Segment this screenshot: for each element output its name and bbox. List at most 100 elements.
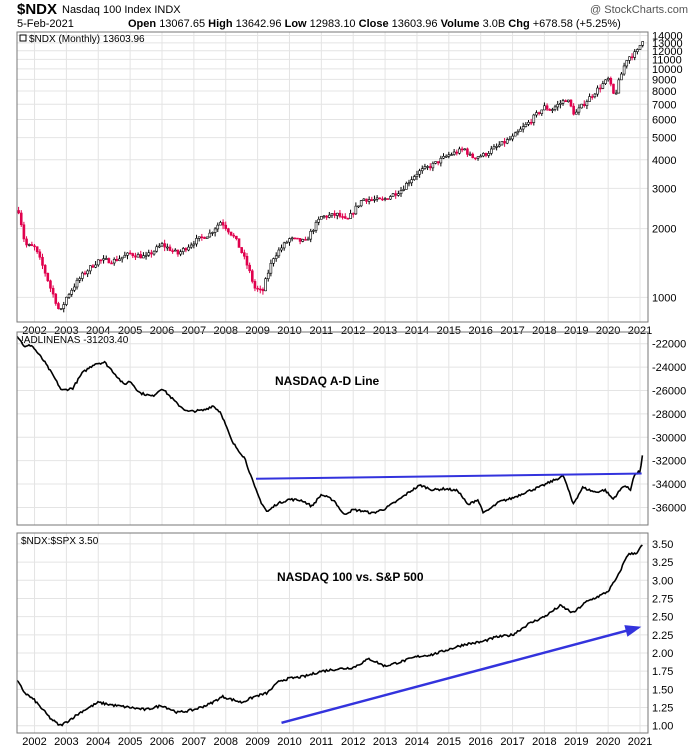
candle-body <box>192 243 196 246</box>
candle-body <box>466 148 469 155</box>
candle-body <box>314 221 318 231</box>
candle-body <box>420 168 424 172</box>
candle-body <box>70 289 74 295</box>
candle-body <box>168 246 172 251</box>
candle-body <box>519 128 522 132</box>
y-tick-label: 8000 <box>652 86 676 98</box>
x-tick-label: 2009 <box>245 736 269 748</box>
x-tick-label: 2004 <box>86 736 110 748</box>
candle-body <box>378 197 382 200</box>
x-tick-label: 2007 <box>182 736 206 748</box>
quote-date: 5-Feb-2021 <box>17 18 74 30</box>
candle-body <box>126 252 129 256</box>
candle-body <box>362 198 366 201</box>
candle-body <box>450 154 453 156</box>
candle-body <box>88 265 92 272</box>
candle-body <box>285 241 289 244</box>
candle-body <box>359 200 363 207</box>
x-tick-label: 2004 <box>86 325 110 337</box>
candle-body <box>118 258 121 261</box>
x-tick-label: 2010 <box>277 325 301 337</box>
y-tick-label: 3000 <box>652 183 676 195</box>
y-tick-label: -24000 <box>652 362 686 374</box>
candle-body <box>189 244 193 248</box>
y-tick-label: -26000 <box>652 385 686 397</box>
panel-title-adline: NASDAQ A-D Line <box>275 374 380 388</box>
candle-body <box>301 239 305 242</box>
candle-body <box>482 153 485 157</box>
candle-body <box>235 235 238 239</box>
y-tick-label: 11000 <box>652 54 682 66</box>
candle-body <box>81 272 84 279</box>
candle-body <box>564 100 567 103</box>
candle-body <box>479 155 482 158</box>
candle-body <box>78 278 81 281</box>
candle-body <box>211 232 214 234</box>
candle-body <box>166 246 169 249</box>
panel-frame <box>16 532 649 734</box>
candle-body <box>418 170 421 175</box>
candle-body <box>426 166 429 168</box>
x-tick-label: 2018 <box>532 736 556 748</box>
candle-body <box>444 155 448 158</box>
y-tick-label: 4000 <box>652 155 676 167</box>
x-tick-label: 2003 <box>54 325 78 337</box>
candle-body <box>179 251 182 255</box>
candle-body <box>203 236 206 239</box>
candle-body <box>320 216 323 220</box>
trendline <box>256 472 642 480</box>
candle-body <box>500 141 504 146</box>
candle-body <box>208 232 212 238</box>
candle-body <box>354 205 358 215</box>
candle-body <box>120 256 124 260</box>
candle-body <box>280 247 283 251</box>
candle-body <box>330 213 334 216</box>
candle-body <box>312 230 315 232</box>
candle-body <box>490 148 493 154</box>
symbol: $NDX <box>17 1 58 18</box>
x-tick-label: 2020 <box>596 325 620 337</box>
candle-body <box>57 303 60 309</box>
x-tick-label: 2008 <box>213 736 237 748</box>
legend-adline: !ADLINENAS -31203.40 <box>21 335 129 346</box>
brand-watermark: @ StockCharts.com <box>590 4 688 16</box>
x-tick-label: 2005 <box>118 736 142 748</box>
candle-body <box>612 83 615 94</box>
candle-body <box>19 212 23 226</box>
x-tick-label: 2002 <box>22 325 46 337</box>
candle-body <box>128 252 132 255</box>
candle-body <box>614 92 618 95</box>
candle-body <box>65 296 68 305</box>
candle-body <box>245 255 249 266</box>
candle-body <box>505 139 509 144</box>
candle-body <box>511 135 514 140</box>
candle-body <box>221 222 225 226</box>
candle-body <box>630 56 634 59</box>
candle-body <box>43 265 47 274</box>
candle-body <box>293 237 297 240</box>
y-tick-label: 9000 <box>652 74 676 86</box>
candle-body <box>102 258 105 261</box>
candle-body <box>609 78 613 85</box>
candle-body <box>272 258 275 264</box>
high-value: 13642.96 <box>235 18 282 30</box>
candle-body <box>51 287 55 295</box>
candle-body <box>328 214 331 218</box>
low-value: 12983.10 <box>309 18 356 30</box>
y-tick-label: 2.50 <box>652 612 673 624</box>
candle-body <box>495 146 498 148</box>
x-tick-label: 2016 <box>468 736 492 748</box>
candle-body <box>104 258 108 260</box>
candle-body <box>160 243 164 247</box>
candle-body <box>298 238 302 242</box>
index-name: Nasdaq 100 Index INDX <box>62 4 181 16</box>
open-label: Open <box>128 18 157 30</box>
panel-frame <box>16 331 649 526</box>
y-tick-label: 14000 <box>652 30 683 42</box>
candle-body <box>431 163 435 169</box>
candle-body <box>524 124 528 127</box>
y-tick-label: -28000 <box>652 409 686 421</box>
trend-arrow-shaft <box>281 626 639 725</box>
candle-body <box>187 246 190 251</box>
candle-body <box>115 258 119 261</box>
